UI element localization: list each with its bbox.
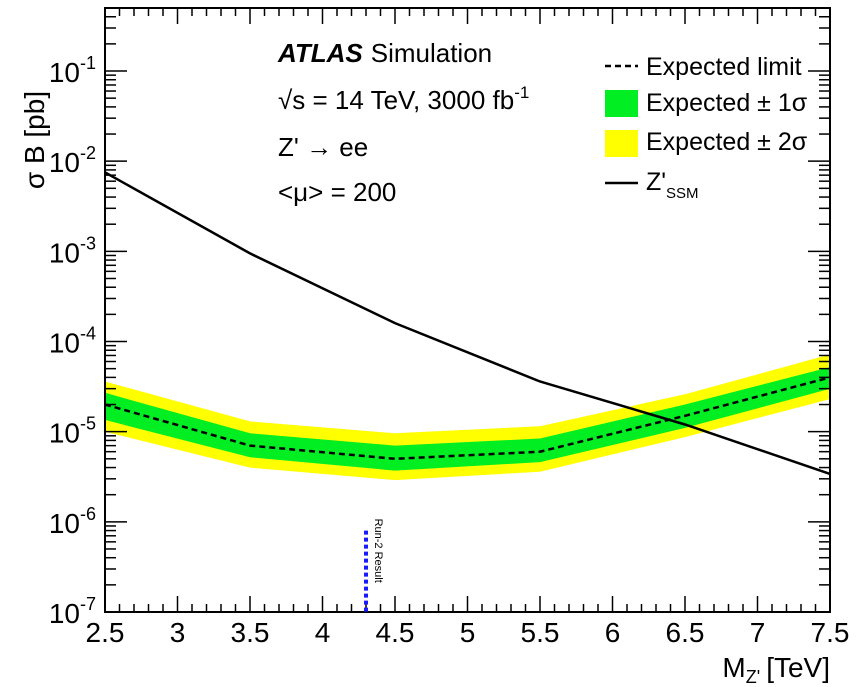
curves [104,171,831,476]
energy-sup: -1 [514,83,529,102]
y-tick-base: 10 [49,237,80,268]
band-1sigma [105,367,830,471]
y-tick-exponent: -6 [80,504,96,524]
y-tick-base: 10 [49,418,80,449]
legend-band2-label: Expected ± 2σ [646,128,808,156]
x-tick-label: 4.5 [376,617,415,648]
legend-zssm-label: Z'SSM [646,168,699,202]
x-tick-label: 7.5 [811,617,850,648]
y-tick-base: 10 [49,57,80,88]
x-axis-title-main: M [722,652,745,683]
expected-limit-line [104,376,831,461]
legend-band2-swatch [605,130,638,157]
legend-band1-label: Expected ± 1σ [646,89,808,117]
y-tick-label: 10-2 [49,143,96,178]
y-tick-base: 10 [49,508,80,539]
atlas-label: ATLAS Simulation [277,38,492,68]
y-tick-exponent: -3 [80,233,96,253]
legend-zssm-sub: SSM [666,185,699,202]
energy-label: √s = 14 TeV, 3000 fb-1 [278,83,529,115]
y-tick-exponent: -4 [80,324,96,344]
legend-band1-swatch [605,90,638,117]
y-tick-label: 10-5 [49,414,96,449]
legend: Expected limit Expected ± 1σ Expected ± … [605,53,808,202]
y-tick-base: 10 [49,147,80,178]
process-label: Z' → ee [278,132,368,162]
x-tick-label: 6 [605,617,621,648]
y-tick-base: 10 [49,328,80,359]
x-tick-label: 6.5 [666,617,705,648]
run2-result-label: Run-2 Result [372,519,384,583]
atlas-word: ATLAS [277,38,363,68]
x-tick-label: 3 [170,617,186,648]
energy-text: √s = 14 TeV, 3000 fb [278,85,514,115]
zssm-line [104,171,831,476]
y-tick-base: 10 [49,598,80,629]
y-tick-exponent: -7 [80,594,96,614]
y-axis-ticks: 10-710-610-510-410-310-210-1 [49,7,830,629]
y-tick-exponent: -2 [80,143,96,163]
x-tick-label: 7 [750,617,766,648]
x-tick-label: 2.5 [86,617,125,648]
y-tick-exponent: -5 [80,414,96,434]
pileup-label: <μ> = 200 [278,177,396,207]
y-tick-label: 10-3 [49,233,96,268]
y-tick-label: 10-7 [49,594,96,629]
expected-bands [105,354,830,481]
x-axis-title-sub: Z' [746,667,760,687]
x-axis-title: MZ' [TeV] [722,652,830,687]
x-tick-label: 4 [315,617,331,648]
y-tick-exponent: -1 [80,53,96,73]
x-axis-ticks: 2.5 3 3.5 4 4.5 5 5.5 6 6.5 7 7.5 [86,8,850,648]
x-tick-label: 3.5 [231,617,270,648]
x-tick-label: 5.5 [521,617,560,648]
y-tick-label: 10-6 [49,504,96,539]
legend-expected-label: Expected limit [646,53,802,81]
y-axis-title: σ B [pb] [19,91,50,189]
y-tick-label: 10-1 [49,53,96,88]
x-tick-label: 5 [460,617,476,648]
y-tick-label: 10-4 [49,324,96,359]
legend-zssm-main: Z' [646,168,666,196]
x-axis-title-unit: [TeV] [766,652,830,683]
simulation-word: Simulation [371,38,492,68]
